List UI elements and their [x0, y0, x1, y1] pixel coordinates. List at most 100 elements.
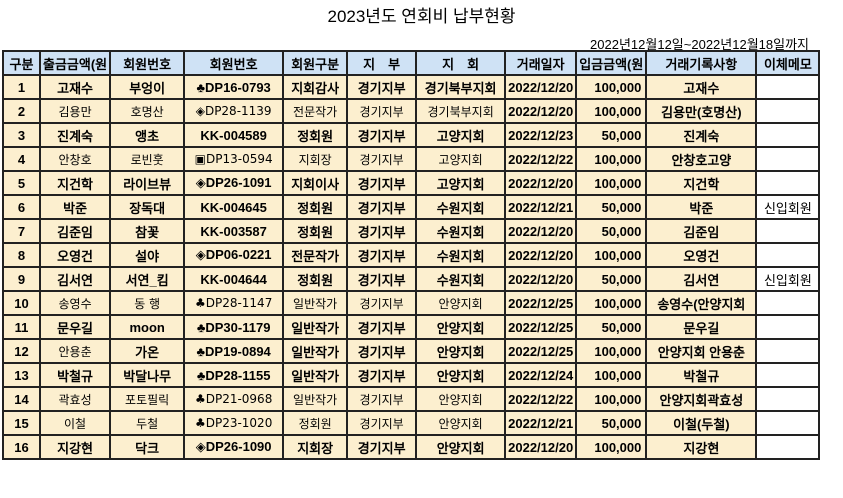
cell-transfer-memo[interactable]: 신입회원: [755, 194, 821, 220]
cell-member-type[interactable]: 지회장: [282, 146, 349, 172]
cell-member-type[interactable]: 정회원: [282, 218, 349, 244]
cell-transaction-date[interactable]: 2022/12/21: [504, 410, 578, 436]
cell-withdraw-amount[interactable]: 문우길: [38, 314, 112, 340]
cell-member-id[interactable]: ♣DP28-1155: [183, 362, 285, 388]
cell-member-nickname[interactable]: 동 행: [109, 290, 186, 316]
cell-deposit-amount[interactable]: 100,000: [575, 146, 648, 172]
cell-withdraw-amount[interactable]: 김준임: [38, 218, 112, 244]
cell-row-number[interactable]: 7: [2, 218, 41, 244]
cell-member-id[interactable]: ♣DP30-1179: [183, 314, 285, 340]
cell-member-id[interactable]: KK-004589: [183, 122, 285, 148]
cell-transfer-memo[interactable]: [755, 434, 821, 460]
cell-branch[interactable]: 경기지부: [346, 218, 418, 244]
cell-withdraw-amount[interactable]: 박철규: [38, 362, 112, 388]
cell-member-type[interactable]: 일반작가: [282, 386, 349, 412]
cell-transaction-date[interactable]: 2022/12/20: [504, 170, 578, 196]
cell-deposit-amount[interactable]: 100,000: [575, 290, 648, 316]
cell-member-id[interactable]: ♣DP28-1147: [183, 290, 285, 316]
cell-transfer-memo[interactable]: [755, 410, 821, 436]
cell-chapter[interactable]: 안양지회: [415, 386, 507, 412]
cell-member-nickname[interactable]: 포토필릭: [109, 386, 186, 412]
cell-row-number[interactable]: 11: [2, 314, 41, 340]
cell-withdraw-amount[interactable]: 김서연: [38, 266, 112, 292]
cell-transaction-note[interactable]: 오영건: [645, 242, 758, 268]
cell-member-nickname[interactable]: 라이브뷰: [109, 170, 186, 196]
cell-transaction-date[interactable]: 2022/12/25: [504, 314, 578, 340]
cell-member-nickname[interactable]: 서연_킴: [109, 266, 186, 292]
cell-deposit-amount[interactable]: 50,000: [575, 194, 648, 220]
cell-deposit-amount[interactable]: 100,000: [575, 434, 648, 460]
cell-transaction-date[interactable]: 2022/12/25: [504, 338, 578, 364]
cell-member-nickname[interactable]: 앵초: [109, 122, 186, 148]
cell-row-number[interactable]: 4: [2, 146, 41, 172]
cell-transaction-note[interactable]: 김용만(호명산): [645, 98, 758, 124]
cell-withdraw-amount[interactable]: 지건학: [38, 170, 112, 196]
cell-member-id[interactable]: ▣DP13-0594: [183, 146, 285, 172]
cell-withdraw-amount[interactable]: 지강현: [38, 434, 112, 460]
column-header-withdraw-amount[interactable]: 출금금액(원: [38, 50, 112, 76]
cell-transaction-note[interactable]: 김준임: [645, 218, 758, 244]
cell-transaction-date[interactable]: 2022/12/20: [504, 266, 578, 292]
cell-deposit-amount[interactable]: 100,000: [575, 362, 648, 388]
cell-member-id[interactable]: KK-003587: [183, 218, 285, 244]
cell-row-number[interactable]: 2: [2, 98, 41, 124]
cell-transaction-date[interactable]: 2022/12/20: [504, 242, 578, 268]
cell-transaction-date[interactable]: 2022/12/20: [504, 434, 578, 460]
cell-chapter[interactable]: 경기북부지회: [415, 74, 507, 100]
cell-transaction-date[interactable]: 2022/12/21: [504, 194, 578, 220]
cell-branch[interactable]: 경기지부: [346, 362, 418, 388]
cell-member-nickname[interactable]: 박달나무: [109, 362, 186, 388]
cell-transaction-note[interactable]: 지강현: [645, 434, 758, 460]
cell-member-id[interactable]: ♣DP23-1020: [183, 410, 285, 436]
cell-transfer-memo[interactable]: [755, 98, 821, 124]
cell-transaction-note[interactable]: 박철규: [645, 362, 758, 388]
cell-chapter[interactable]: 안양지회: [415, 314, 507, 340]
cell-row-number[interactable]: 5: [2, 170, 41, 196]
cell-member-type[interactable]: 일반작가: [282, 338, 349, 364]
cell-branch[interactable]: 경기지부: [346, 434, 418, 460]
cell-chapter[interactable]: 안양지회: [415, 434, 507, 460]
cell-withdraw-amount[interactable]: 김용만: [38, 98, 112, 124]
cell-chapter[interactable]: 안양지회: [415, 290, 507, 316]
cell-member-type[interactable]: 전문작가: [282, 98, 349, 124]
column-header-transfer-memo[interactable]: 이체메모: [755, 50, 821, 76]
cell-transaction-date[interactable]: 2022/12/20: [504, 74, 578, 100]
column-header-deposit-amount[interactable]: 입금금액(원: [575, 50, 648, 76]
cell-withdraw-amount[interactable]: 오영건: [38, 242, 112, 268]
cell-withdraw-amount[interactable]: 박준: [38, 194, 112, 220]
cell-member-id[interactable]: ♣DP16-0793: [183, 74, 285, 100]
cell-chapter[interactable]: 고양지회: [415, 122, 507, 148]
column-header-chapter[interactable]: 지 회: [415, 50, 507, 76]
cell-transaction-note[interactable]: 고재수: [645, 74, 758, 100]
cell-member-type[interactable]: 정회원: [282, 266, 349, 292]
cell-branch[interactable]: 경기지부: [346, 338, 418, 364]
cell-member-id[interactable]: ◈DP06-0221: [183, 242, 285, 268]
cell-transfer-memo[interactable]: [755, 362, 821, 388]
cell-withdraw-amount[interactable]: 송영수: [38, 290, 112, 316]
cell-transaction-note[interactable]: 박준: [645, 194, 758, 220]
cell-member-nickname[interactable]: 부엉이: [109, 74, 186, 100]
cell-transaction-date[interactable]: 2022/12/20: [504, 218, 578, 244]
cell-transaction-note[interactable]: 안양지회곽효성: [645, 386, 758, 412]
cell-deposit-amount[interactable]: 100,000: [575, 98, 648, 124]
cell-row-number[interactable]: 8: [2, 242, 41, 268]
cell-transaction-note[interactable]: 김서연: [645, 266, 758, 292]
cell-withdraw-amount[interactable]: 진계숙: [38, 122, 112, 148]
column-header-transaction-date[interactable]: 거래일자: [504, 50, 578, 76]
cell-member-id[interactable]: ◈DP26-1091: [183, 170, 285, 196]
cell-transfer-memo[interactable]: [755, 290, 821, 316]
cell-transfer-memo[interactable]: [755, 122, 821, 148]
cell-row-number[interactable]: 16: [2, 434, 41, 460]
column-header-member-nickname[interactable]: 회원번호: [109, 50, 186, 76]
cell-deposit-amount[interactable]: 100,000: [575, 338, 648, 364]
cell-branch[interactable]: 경기지부: [346, 314, 418, 340]
cell-member-nickname[interactable]: 장독대: [109, 194, 186, 220]
cell-branch[interactable]: 경기지부: [346, 290, 418, 316]
cell-withdraw-amount[interactable]: 고재수: [38, 74, 112, 100]
cell-member-id[interactable]: ♣DP21-0968: [183, 386, 285, 412]
cell-transaction-date[interactable]: 2022/12/23: [504, 122, 578, 148]
cell-member-id[interactable]: KK-004644: [183, 266, 285, 292]
cell-member-nickname[interactable]: 가온: [109, 338, 186, 364]
cell-branch[interactable]: 경기지부: [346, 146, 418, 172]
cell-transaction-note[interactable]: 송영수(안양지회: [645, 290, 758, 316]
